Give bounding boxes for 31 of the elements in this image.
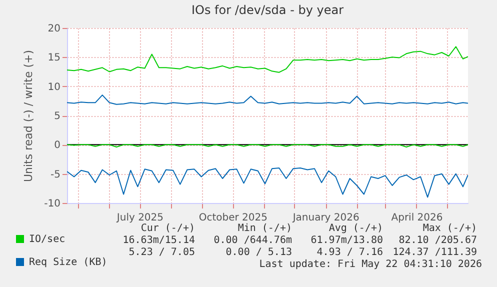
y-tick-label: 15 xyxy=(48,52,60,64)
legend-label: IO/sec xyxy=(29,234,66,245)
text: Max (-/+) xyxy=(422,223,477,234)
text: Cur (-/+) xyxy=(140,223,195,234)
text: 82.10 /205.67 xyxy=(398,235,477,246)
y-axis-title: Units read (-) / write (+) xyxy=(22,50,36,182)
x-tick-label: October 2025 xyxy=(198,212,268,224)
y-tick-label: -10 xyxy=(44,198,60,210)
text: Avg (-/+) xyxy=(328,223,383,234)
x-tick-label: January 2026 xyxy=(292,212,360,224)
text: 4.93 / 7.16 xyxy=(316,247,383,258)
text: 0.00 /644.76m xyxy=(214,235,292,246)
chart-title: IOs for /dev/sda - by year xyxy=(191,3,344,17)
legend-label: Req Size (KB) xyxy=(29,257,108,268)
text: 124.37 /111.39 xyxy=(392,247,477,258)
text: Min (-/+) xyxy=(238,223,292,234)
x-tick-label: July 2025 xyxy=(116,212,164,224)
line-series xyxy=(67,94,468,105)
y-tick-label: 20 xyxy=(48,24,60,34)
y-tick-label: 10 xyxy=(48,82,60,93)
x-tick-label: April 2026 xyxy=(391,212,443,224)
text: 61.97m/13.80 xyxy=(310,235,383,246)
y-tick-label: 5 xyxy=(54,111,60,122)
text: 16.63m/15.14 xyxy=(122,235,195,246)
text: Last update: Fri May 22 04:31:10 2026 xyxy=(259,259,482,270)
y-tick-label: 0 xyxy=(54,140,60,152)
line-series xyxy=(67,168,468,198)
line-series xyxy=(67,46,468,73)
text: 5.23 / 7.05 xyxy=(128,247,195,258)
y-tick-label: -5 xyxy=(50,169,60,180)
text: 0.00 / 5.13 xyxy=(226,247,292,258)
